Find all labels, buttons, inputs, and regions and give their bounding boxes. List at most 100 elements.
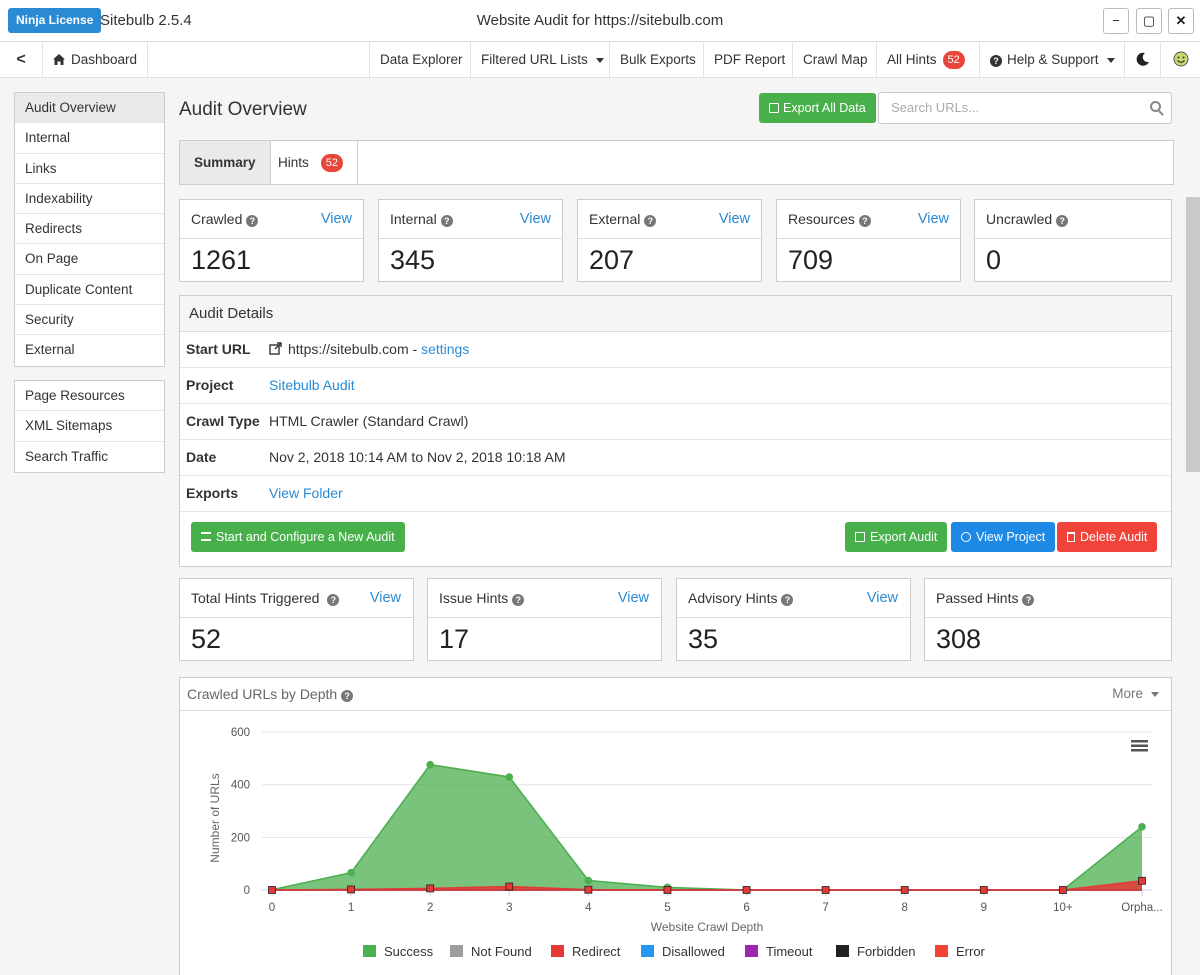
help-icon[interactable]: ?	[512, 594, 525, 606]
sitemap-icon	[201, 532, 211, 541]
settings-link[interactable]: settings	[421, 341, 470, 357]
help-icon[interactable]: ?	[644, 215, 657, 227]
hint-label: Total Hints Triggered	[191, 590, 320, 606]
x-tick-label: 8	[902, 902, 908, 914]
help-icon[interactable]: ?	[246, 215, 259, 227]
help-icon[interactable]: ?	[1056, 215, 1069, 227]
help-icon[interactable]: ?	[327, 594, 340, 606]
help-icon[interactable]: ?	[440, 215, 453, 227]
x-tick-label: 2	[427, 902, 433, 914]
export-audit-label: Export Audit	[870, 530, 938, 544]
hint-view-link[interactable]: View	[617, 590, 649, 606]
user-avatar-button[interactable]	[1160, 42, 1200, 78]
maximize-button[interactable]: ▢	[1136, 8, 1162, 34]
detail-label: Date	[186, 449, 217, 465]
hint-label: Issue Hints	[439, 590, 509, 606]
sidebar-item-external[interactable]: External	[25, 342, 75, 358]
stat-value: 0	[986, 245, 1002, 275]
legend-swatch-disallowed	[641, 945, 654, 957]
stat-card-resources: Resources? View 709	[776, 199, 961, 282]
view-folder-link[interactable]: View Folder	[269, 485, 343, 501]
hint-view-link[interactable]: View	[866, 590, 898, 606]
nav-data-explorer[interactable]: Data Explorer	[369, 42, 473, 78]
close-button[interactable]: ✕	[1168, 8, 1194, 34]
caret-down-icon	[1151, 691, 1159, 697]
help-icon[interactable]: ?	[341, 690, 354, 702]
title-bar: Ninja License Sitebulb 2.5.4 Website Aud…	[0, 0, 1200, 42]
export-all-data-button[interactable]: Export All Data	[759, 93, 876, 123]
delete-audit-button[interactable]: Delete Audit	[1057, 522, 1158, 552]
sidebar-item-xml-sitemaps[interactable]: XML Sitemaps	[15, 411, 164, 442]
nav-filtered-url-lists[interactable]: Filtered URL Lists	[470, 42, 614, 78]
sidebar-item-security[interactable]: Security	[15, 305, 164, 336]
sidebar-item-internal[interactable]: Internal	[15, 123, 164, 154]
nav-pdf-report[interactable]: PDF Report	[703, 42, 795, 78]
sidebar-item-duplicate-content[interactable]: Duplicate Content	[15, 275, 164, 306]
tab-hints-badge: 52	[320, 154, 344, 173]
nav-dashboard[interactable]: Dashboard	[43, 42, 149, 78]
save-icon	[769, 103, 779, 113]
hint-card-header: Total Hints Triggered? View	[180, 579, 413, 618]
hint-label: Passed Hints	[936, 590, 1019, 606]
hint-view-link[interactable]: View	[369, 590, 401, 606]
close-icon: ✕	[1175, 13, 1187, 28]
hint-card-header: Advisory Hints? View	[677, 579, 910, 618]
sidebar-primary: Audit Overview Internal Links Indexabili…	[14, 92, 165, 367]
x-tick-label: 6	[743, 902, 749, 914]
search-input[interactable]: Search URLs...	[878, 92, 1172, 124]
chart-panel-header: Crawled URLs by Depth? More	[180, 678, 1171, 711]
back-button[interactable]: <	[0, 42, 43, 78]
stat-view-link[interactable]: View	[718, 211, 750, 227]
nav-crawl-map[interactable]: Crawl Map	[792, 42, 878, 78]
help-icon[interactable]: ?	[781, 594, 794, 606]
nav-help-support[interactable]: ? Help & Support	[979, 42, 1125, 78]
chart-panel-title: Crawled URLs by Depth	[187, 686, 338, 702]
start-new-audit-button[interactable]: Start and Configure a New Audit	[191, 522, 405, 552]
data-point-success	[584, 876, 593, 885]
detail-row-project: Project Sitebulb Audit	[180, 368, 1171, 404]
export-audit-button[interactable]: Export Audit	[845, 522, 948, 552]
tab-summary[interactable]: Summary	[180, 141, 271, 184]
nav-all-hints[interactable]: All Hints 52	[876, 42, 975, 78]
stat-card-crawled: Crawled? View 1261	[179, 199, 364, 282]
help-icon[interactable]: ?	[858, 215, 871, 227]
legend-label: Disallowed	[662, 944, 725, 959]
sidebar-item-redirects[interactable]: Redirects	[15, 214, 164, 245]
hint-card-advisory: Advisory Hints? View 35	[676, 578, 911, 661]
view-project-button[interactable]: View Project	[951, 522, 1056, 552]
hint-card-passed: Passed Hints? 308	[924, 578, 1172, 661]
nav-bulk-exports[interactable]: Bulk Exports	[609, 42, 706, 78]
hint-card-issue: Issue Hints? View 17	[427, 578, 662, 661]
project-link[interactable]: Sitebulb Audit	[269, 377, 355, 393]
app-name: Sitebulb 2.5.4	[100, 12, 192, 29]
data-point-redirect	[821, 886, 830, 894]
stat-view-link[interactable]: View	[320, 211, 352, 227]
stat-view-link[interactable]: View	[917, 211, 949, 227]
legend-swatch-redirect	[551, 945, 564, 957]
help-icon[interactable]: ?	[1022, 594, 1035, 606]
tab-hints[interactable]: Hints 52	[264, 141, 359, 184]
sidebar-item-on-page[interactable]: On Page	[15, 244, 164, 275]
minimize-button[interactable]: −	[1103, 8, 1129, 34]
chart-menu-icon	[1131, 740, 1148, 743]
x-tick-label: 3	[506, 902, 512, 914]
data-point-redirect	[979, 886, 988, 894]
sidebar-item-links[interactable]: Links	[15, 154, 164, 184]
x-tick-label: 10+	[1053, 902, 1073, 914]
start-new-audit-label: Start and Configure a New Audit	[216, 530, 395, 544]
y-tick-label: 0	[244, 885, 250, 897]
dark-mode-toggle[interactable]	[1124, 42, 1160, 78]
stat-view-link[interactable]: View	[519, 211, 551, 227]
sidebar-item-audit-overview[interactable]: Audit Overview	[15, 93, 164, 124]
license-badge[interactable]: Ninja License	[8, 8, 102, 33]
export-all-data-label: Export All Data	[783, 101, 866, 115]
detail-row-exports: Exports View Folder	[180, 476, 1171, 512]
external-link-icon[interactable]	[269, 342, 282, 355]
sidebar-item-page-resources[interactable]: Page Resources	[15, 381, 164, 412]
stat-card-uncrawled: Uncrawled? 0	[974, 199, 1172, 282]
stat-value: 709	[788, 245, 834, 275]
scrollbar-thumb[interactable]	[1186, 197, 1200, 472]
sidebar-item-search-traffic[interactable]: Search Traffic	[25, 448, 109, 464]
sidebar-item-indexability[interactable]: Indexability	[15, 184, 164, 215]
more-dropdown[interactable]: More	[1112, 678, 1159, 710]
